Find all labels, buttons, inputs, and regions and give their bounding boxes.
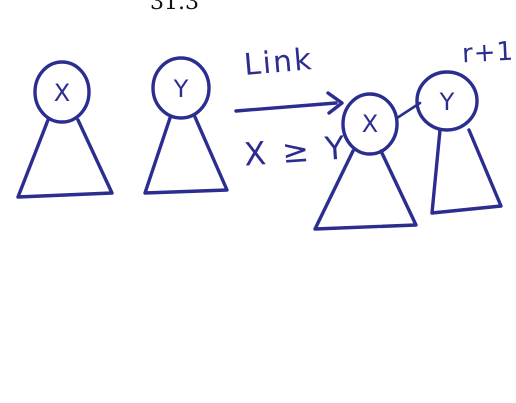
link-arrow [234, 91, 344, 115]
node-y-after-label: Y [439, 88, 455, 116]
subtree-y-before [143, 115, 229, 195]
node-x-after-circle [341, 92, 399, 156]
node-y-before-circle [151, 56, 211, 120]
subtree-x-before [16, 118, 114, 199]
operation-condition-label: X ≥ Y [242, 128, 349, 174]
subtree-y-after [430, 128, 503, 215]
node-x-before-label: X [54, 79, 70, 107]
arrow-shaft [234, 101, 338, 113]
rank-label: r+1 [461, 36, 515, 70]
subtree-x-after [313, 149, 418, 231]
tree-y-before: Y [143, 56, 229, 195]
node-y-after-circle [415, 70, 479, 132]
node-x-before-circle [33, 60, 91, 124]
tree-x-after: X [313, 92, 418, 231]
node-x-after-label: X [362, 110, 378, 138]
tree-y-after: Y [415, 70, 503, 215]
operation-name-label: Link [242, 42, 315, 83]
node-y-before-label: Y [173, 75, 189, 103]
cropped-header-text: 31.3 [150, 0, 199, 15]
arrow-head [326, 91, 344, 115]
tree-x-before: X [16, 60, 114, 199]
